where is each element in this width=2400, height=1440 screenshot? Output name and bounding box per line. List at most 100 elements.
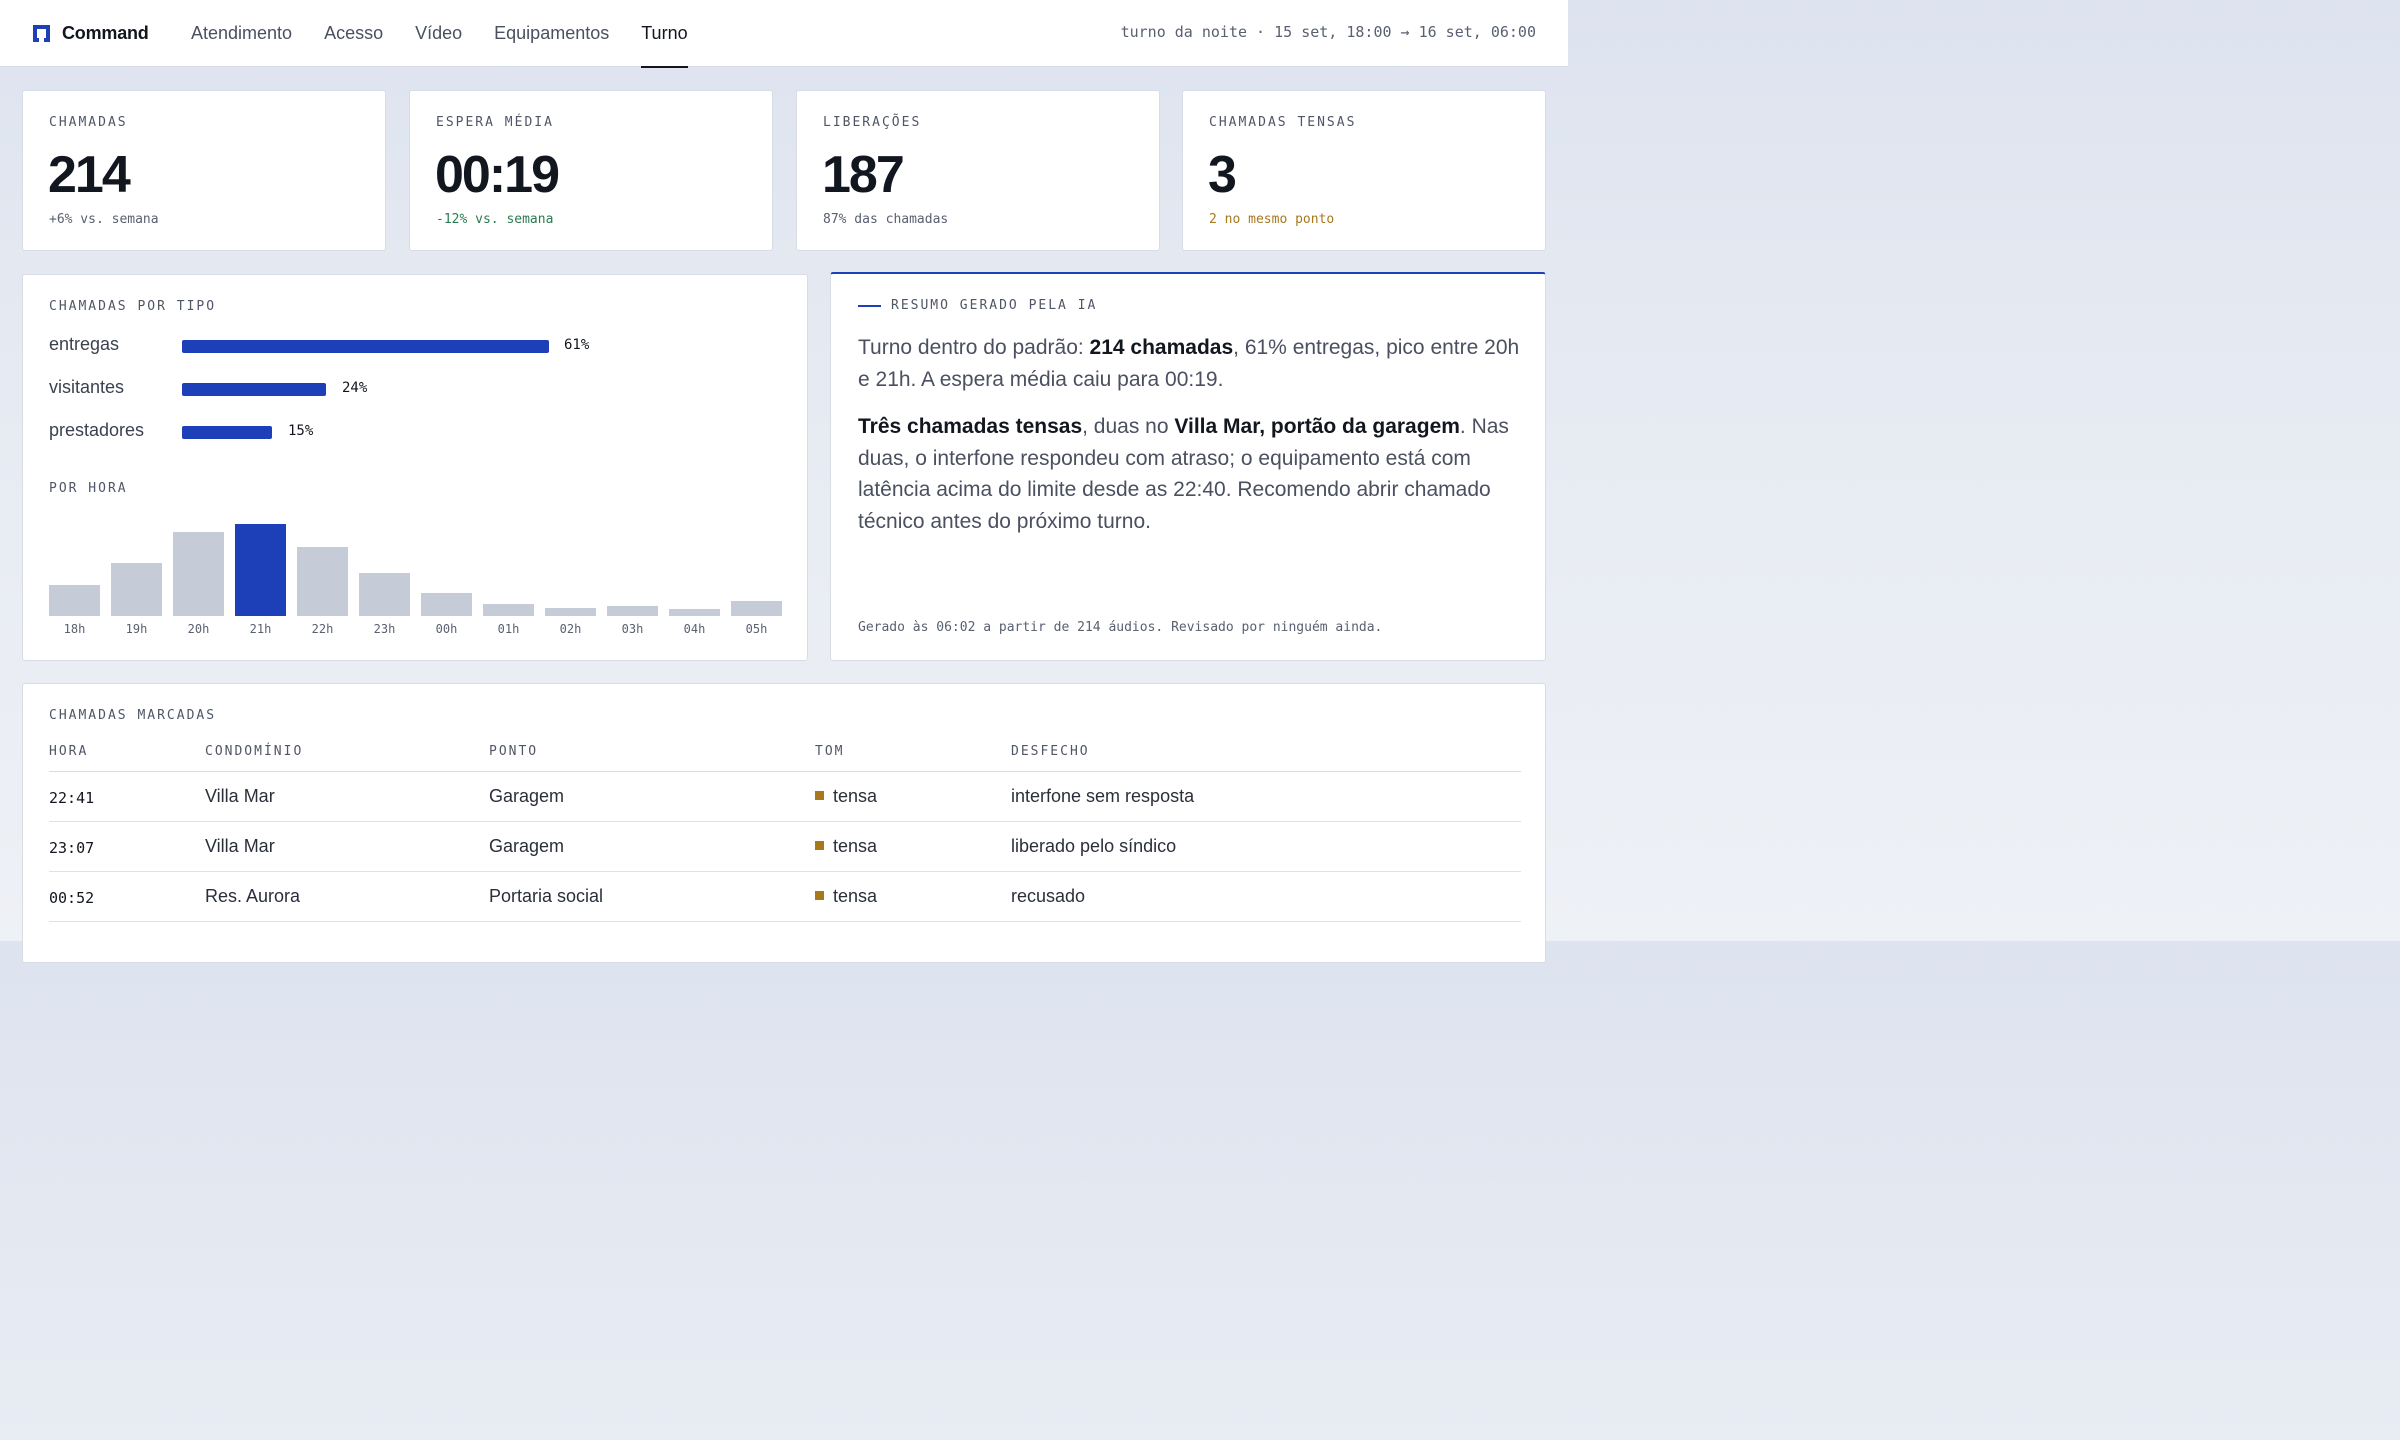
tone-label: tensa [833, 886, 878, 906]
hour-tick-label: 03h [622, 622, 644, 636]
summary-highlight: 214 chamadas [1089, 336, 1234, 359]
hour-tick-label: 18h [64, 622, 86, 636]
tone-label: tensa [833, 836, 878, 856]
hour-bar-21h[interactable] [235, 524, 286, 616]
app-name: Command [62, 22, 149, 43]
section-title: Chamadas marcadas [49, 708, 217, 723]
kpi-delta: 87% das chamadas [823, 212, 949, 227]
brand[interactable]: Command [33, 22, 149, 44]
cell-desfecho: recusado [1011, 886, 1086, 906]
ai-summary-text: Turno dentro do padrão: 214 chamadas, 61… [858, 332, 1523, 553]
hourly-title: Por hora [49, 481, 128, 496]
hour-tick-label: 22h [312, 622, 334, 636]
hour-bar-02h[interactable] [545, 608, 596, 616]
column-header-ponto[interactable]: Ponto [489, 744, 539, 759]
table-row[interactable]: 23:07 Villa Mar Garagem tensa liberado p… [49, 822, 1521, 872]
hour-tick-label: 21h [250, 622, 272, 636]
tab-turno[interactable]: Turno [641, 0, 688, 68]
hour-tick-label: 19h [126, 622, 148, 636]
hour-tick-label: 23h [374, 622, 396, 636]
hour-tick-label: 20h [188, 622, 210, 636]
hour-tick-label: 00h [436, 622, 458, 636]
cell-desfecho: liberado pelo síndico [1011, 836, 1177, 856]
summary-text: Turno dentro do padrão: [858, 336, 1090, 359]
section-title: Chamadas por tipo [49, 299, 217, 314]
tab-atendimento[interactable]: Atendimento [191, 23, 293, 43]
table-row[interactable]: 22:41 Villa Mar Garagem tensa interfone … [49, 772, 1521, 822]
kpi-value: 00:19 [435, 146, 560, 204]
hour-tick-label: 02h [560, 622, 582, 636]
column-header-condominio[interactable]: Condomínio [205, 744, 304, 759]
table-header: Hora Condomínio Ponto Tom Desfecho [49, 742, 1521, 772]
type-bar [182, 426, 272, 439]
kpi-value: 187 [822, 146, 905, 204]
summary-paragraph-1: Turno dentro do padrão: 214 chamadas, 61… [858, 332, 1523, 395]
hour-bar-05h[interactable] [731, 601, 782, 616]
hour-tick-label: 04h [684, 622, 706, 636]
column-header-hora[interactable]: Hora [49, 744, 89, 759]
column-header-desfecho[interactable]: Desfecho [1011, 744, 1090, 759]
cell-condominio: Villa Mar [205, 836, 275, 856]
hour-bar-00h[interactable] [421, 593, 472, 616]
kpi-value: 214 [48, 146, 131, 204]
tab-acesso[interactable]: Acesso [324, 23, 384, 43]
logo-icon [33, 24, 50, 42]
hour-bar-18h[interactable] [49, 585, 100, 616]
summary-text: , duas no [1082, 415, 1175, 438]
tone-indicator-icon [815, 791, 824, 800]
top-bar: Command Atendimento Acesso Vídeo Equipam… [0, 0, 1568, 68]
type-bar [182, 383, 326, 396]
calls-breakdown-card: Chamadas por tipo entregas 61% visitante… [22, 274, 808, 661]
type-name: prestadores [49, 420, 145, 440]
ai-summary-title: Resumo gerado pela IA [891, 298, 1098, 313]
hour-tick-label: 05h [746, 622, 768, 636]
column-header-tom[interactable]: Tom [815, 744, 845, 759]
hour-bar-22h[interactable] [297, 547, 348, 616]
cell-ponto: Portaria social [489, 886, 604, 906]
kpi-value: 3 [1208, 146, 1237, 204]
hour-bar-23h[interactable] [359, 573, 410, 616]
ai-summary-footer: Gerado às 06:02 a partir de 214 áudios. … [858, 620, 1383, 635]
hour-bar-20h[interactable] [173, 532, 224, 616]
hour-tick-label: 01h [498, 622, 520, 636]
cell-ponto: Garagem [489, 836, 565, 856]
hour-bar-03h[interactable] [607, 606, 658, 616]
type-name: entregas [49, 334, 120, 354]
cell-hora: 00:52 [49, 889, 95, 907]
kpi-delta: +6% vs. semana [49, 212, 159, 227]
shift-info: turno da noite · 15 set, 18:00 → 16 set,… [1120, 23, 1536, 41]
type-percent: 15% [288, 423, 314, 439]
accent-dash [858, 304, 881, 307]
summary-highlight: Villa Mar, portão da garagem [1174, 415, 1460, 438]
summary-text: , 61% entregas, pico entre 20h e 21h. A … [858, 336, 1520, 391]
table-row[interactable]: 00:52 Res. Aurora Portaria social tensa … [49, 872, 1521, 922]
tone-indicator-icon [815, 891, 824, 900]
kpi-card-chamadas-tensas: Chamadas tensas 3 2 no mesmo ponto [1182, 90, 1546, 251]
main-nav: Atendimento Acesso Vídeo Equipamentos Tu… [191, 0, 720, 68]
cell-condominio: Villa Mar [205, 786, 275, 806]
kpi-label: Espera média [436, 115, 554, 130]
ai-summary-header: Resumo gerado pela IA [858, 298, 1097, 313]
summary-highlight: Três chamadas tensas [858, 415, 1083, 438]
kpi-label: Chamadas [49, 115, 128, 130]
kpi-label: Liberações [823, 115, 922, 130]
type-percent: 61% [564, 337, 590, 353]
type-bar [182, 340, 549, 353]
cell-tom: tensa [815, 836, 877, 857]
tab-video[interactable]: Vídeo [415, 23, 463, 43]
cell-tom: tensa [815, 786, 877, 807]
kpi-card-espera-media: Espera média 00:19 -12% vs. semana [409, 90, 773, 251]
tab-equipamentos[interactable]: Equipamentos [494, 23, 610, 43]
kpi-label: Chamadas tensas [1209, 115, 1357, 130]
tone-label: tensa [833, 786, 878, 806]
hour-bar-04h[interactable] [669, 609, 720, 616]
kpi-delta: 2 no mesmo ponto [1209, 212, 1335, 227]
hour-bar-01h[interactable] [483, 604, 534, 616]
hour-bar-19h[interactable] [111, 563, 162, 616]
kpi-card-liberacoes: Liberações 187 87% das chamadas [796, 90, 1160, 251]
flagged-calls-table: Hora Condomínio Ponto Tom Desfecho 22:41… [49, 742, 1521, 922]
type-name: visitantes [49, 377, 125, 397]
cell-ponto: Garagem [489, 786, 565, 806]
flagged-calls-card: Chamadas marcadas Hora Condomínio Ponto … [22, 683, 1546, 963]
summary-paragraph-2: Três chamadas tensas, duas no Villa Mar,… [858, 411, 1523, 537]
